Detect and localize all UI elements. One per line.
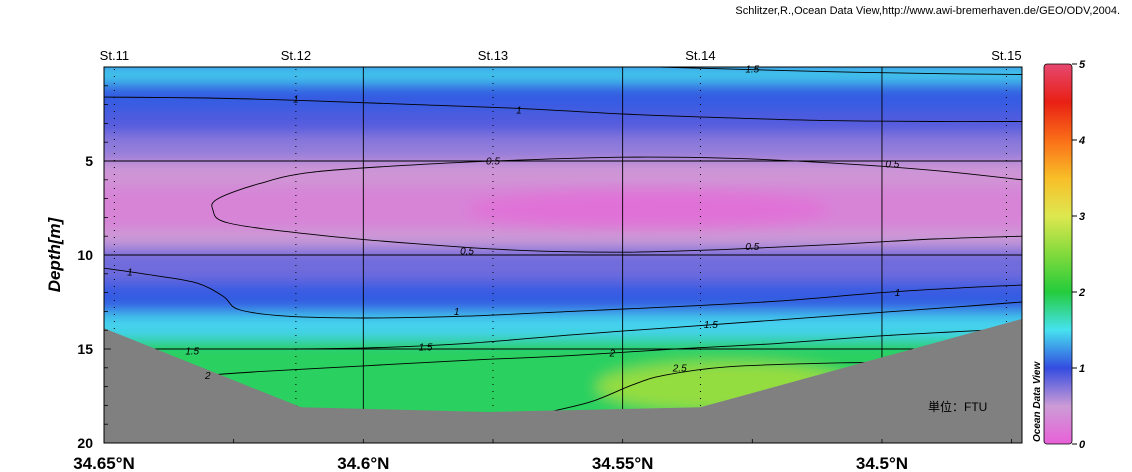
field-band-0 <box>104 67 1022 83</box>
field-band-3 <box>104 134 1022 161</box>
credit-line: Schlitzer,R.,Ocean Data View,http://www.… <box>735 5 1120 17</box>
turbidity-field <box>104 67 1022 443</box>
contour-1-3 <box>104 267 1022 319</box>
y-tick-label-3: 20 <box>77 435 93 451</box>
contour-label-14: 2 <box>608 348 615 359</box>
contour-label-3: 0.5 <box>486 157 500 168</box>
x-tick-label-2: 34.55°N <box>592 454 654 472</box>
contour-label-8: 1 <box>454 307 460 318</box>
contour-label-12: 1.5 <box>704 320 718 331</box>
colorbar-ticks: 0 1 2 3 4 5 <box>1072 59 1086 451</box>
station-label-St.13: St.13 <box>478 48 508 63</box>
contour-label-9: 1 <box>895 288 901 299</box>
contour-label-5: 0.5 <box>460 247 474 258</box>
station-label-St.11: St.11 <box>100 48 129 63</box>
contour-label-2: 1 <box>516 106 522 117</box>
y-tick-label-2: 15 <box>77 341 93 357</box>
station-label-St.12: St.12 <box>281 48 311 63</box>
grid <box>104 67 1022 443</box>
unit-label: 単位：FTU <box>928 399 987 414</box>
contour-label-13: 2 <box>204 371 211 382</box>
y-axis-label: Depth[m] <box>45 216 64 292</box>
y-tick-label-1: 10 <box>77 247 93 263</box>
colorbar-ramp <box>1043 63 1073 445</box>
contour-label-11: 1.5 <box>419 343 433 354</box>
field-band-1 <box>104 82 1022 113</box>
colorbar-tick-label-0: 0 <box>1079 439 1086 451</box>
contour-2-5 <box>181 329 986 378</box>
contour-label-7: 1 <box>127 267 133 278</box>
contour-2_5-6 <box>544 361 908 414</box>
x-tick-label-3: 34.5°N <box>856 454 908 472</box>
contour-label-6: 0.5 <box>745 242 759 253</box>
x-tick-label-1: 34.6°N <box>337 454 389 472</box>
y-tick-label-0: 5 <box>85 153 93 169</box>
contour-label-0: 1.5 <box>745 64 759 75</box>
station-label-St.15: St.15 <box>991 48 1021 63</box>
field-band-6 <box>104 230 1022 248</box>
contour-label-1: 1 <box>293 94 299 105</box>
station-labels: St.11 St.12 St.13 St.14 St.15 <box>100 48 1022 63</box>
field-hotspot-0 <box>467 189 831 231</box>
field-band-2 <box>104 112 1022 135</box>
y-axis: 5 10 15 20 <box>77 153 93 451</box>
colorbar-tick-label-1: 1 <box>1079 363 1085 375</box>
axis-ticks <box>103 85 1013 443</box>
contour-label-10: 1.5 <box>185 346 199 357</box>
contour-1_5-4 <box>104 301 1022 350</box>
contour-label-15: 2.5 <box>672 363 687 374</box>
field-band-7 <box>104 247 1022 282</box>
contour-labels: 1.5 1 1 0.5 0.5 0.5 0.5 1 1 1 1.5 1.5 1.5 2 2 2.5 <box>127 64 900 381</box>
colorbar-tick-label-3: 3 <box>1079 211 1085 223</box>
contour-1_5-0 <box>658 67 1022 75</box>
contour-lines <box>104 67 1022 414</box>
seabed-profile <box>104 318 1022 443</box>
colorbar-tick-label-4: 4 <box>1078 135 1085 147</box>
colorbar: 0 1 2 3 4 5 Ocean Data View <box>1032 59 1086 451</box>
colorbar-tick-label-5: 5 <box>1079 59 1086 71</box>
x-axis: 34.65°N 34.6°N 34.55°N 34.5°N <box>73 454 908 472</box>
colorbar-tick-label-2: 2 <box>1078 287 1085 299</box>
contour-0_5-2 <box>211 156 1022 253</box>
station-label-St.14: St.14 <box>685 48 715 63</box>
contour-label-4: 0.5 <box>885 159 899 170</box>
contour-1-1 <box>104 96 1022 123</box>
x-tick-label-0: 34.65°N <box>73 454 135 472</box>
odv-watermark: Ocean Data View <box>1032 361 1043 442</box>
field-band-8 <box>104 281 1022 314</box>
